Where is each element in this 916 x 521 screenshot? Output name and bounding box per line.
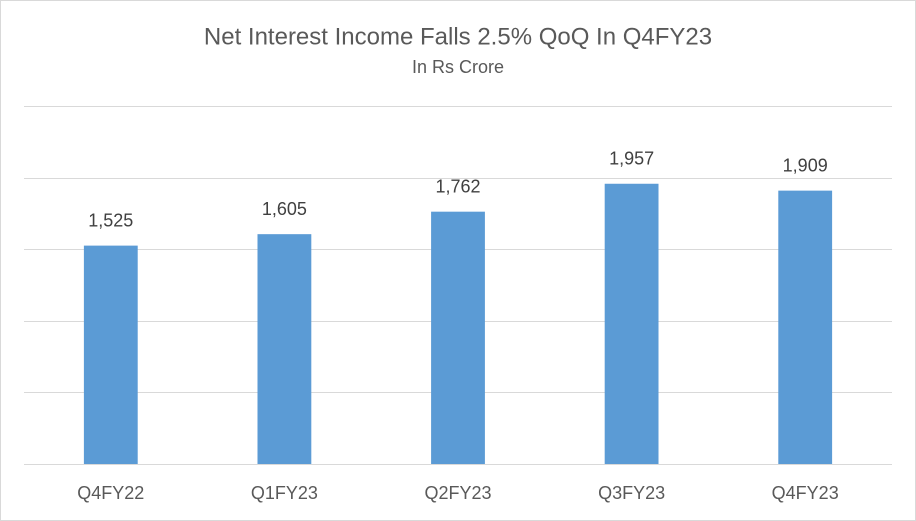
bar xyxy=(778,190,833,464)
data-label: 1,762 xyxy=(435,176,480,196)
chart-title: Net Interest Income Falls 2.5% QoQ In Q4… xyxy=(204,23,712,50)
x-tick-label: Q2FY23 xyxy=(424,483,491,503)
data-label: 1,909 xyxy=(783,155,828,175)
bar xyxy=(83,245,138,464)
bar xyxy=(257,234,312,464)
x-tick-label: Q1FY23 xyxy=(251,483,318,503)
chart-subtitle: In Rs Crore xyxy=(412,57,504,77)
data-label: 1,605 xyxy=(262,199,307,219)
data-label: 1,525 xyxy=(88,210,133,230)
x-tick-label: Q4FY23 xyxy=(772,483,839,503)
bar xyxy=(431,211,485,464)
data-label: 1,957 xyxy=(609,149,654,169)
x-tick-label: Q3FY23 xyxy=(598,483,665,503)
bar xyxy=(604,183,659,464)
x-tick-label: Q4FY22 xyxy=(77,483,144,503)
